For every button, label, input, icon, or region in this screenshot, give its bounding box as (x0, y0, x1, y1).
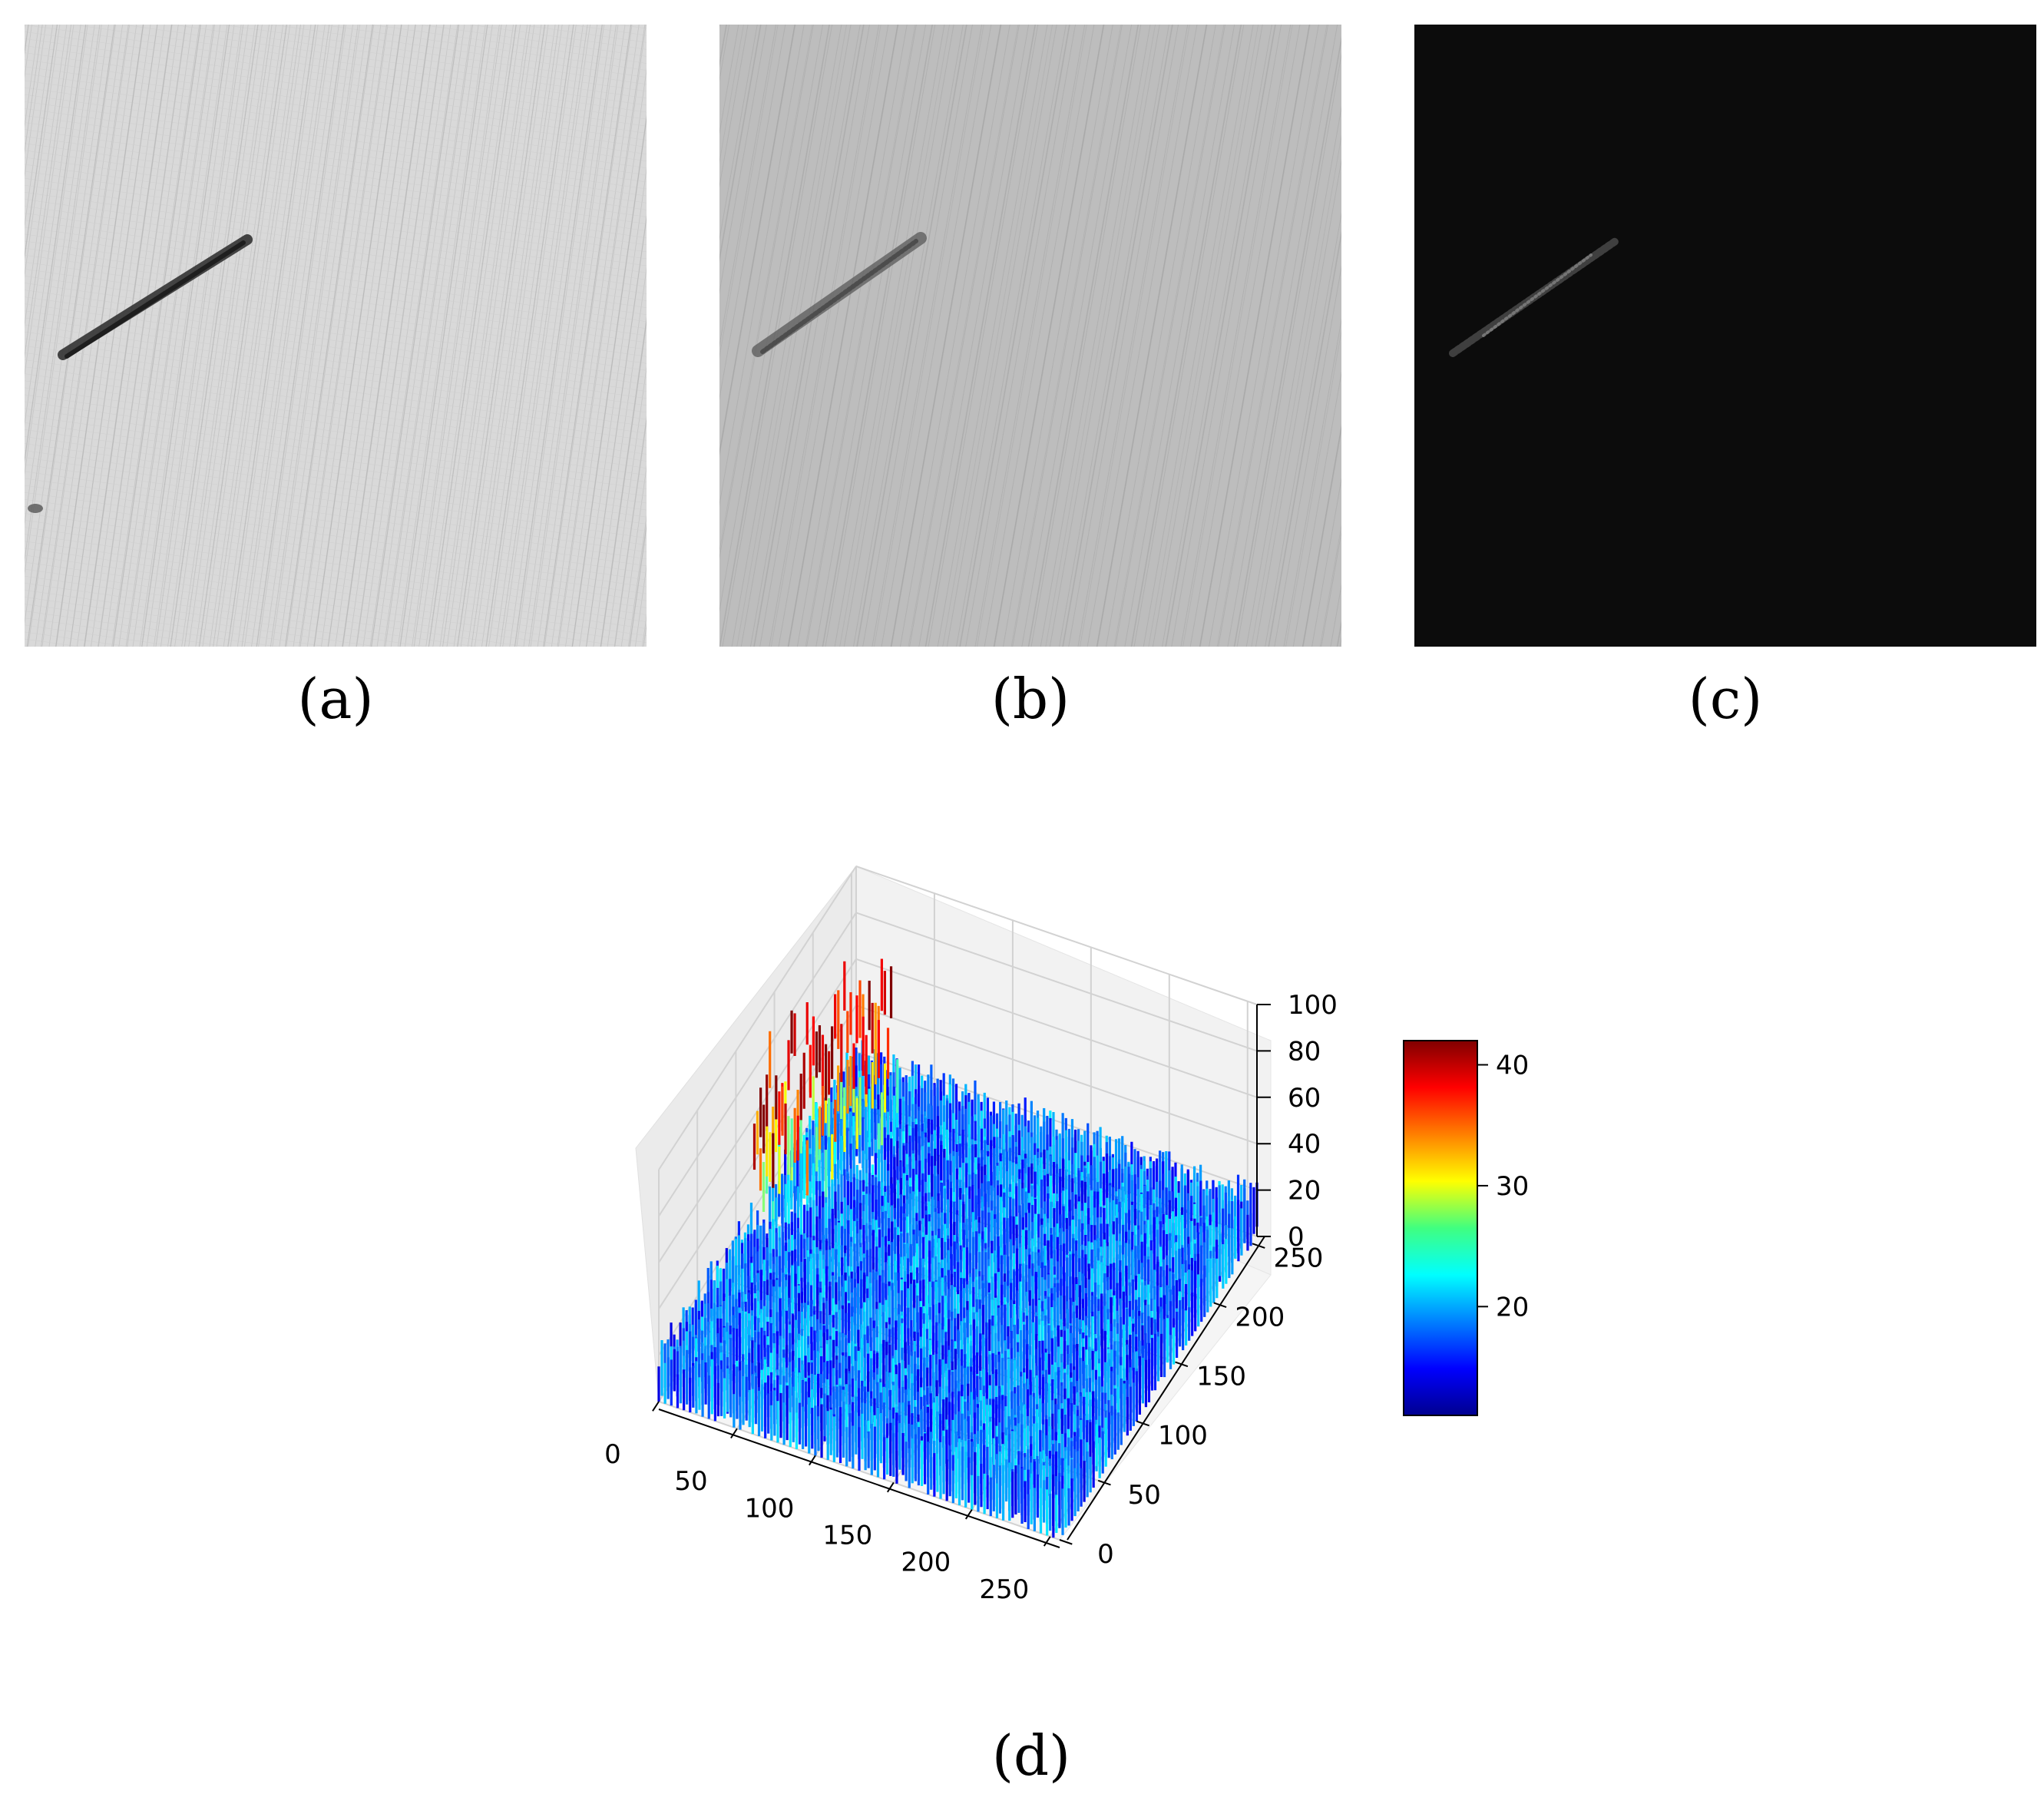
x-tick-mark (652, 1401, 660, 1412)
x-tick-label: 200 (901, 1547, 951, 1578)
colorbar-tick-label: 40 (1496, 1050, 1529, 1081)
x-tick-label: 50 (674, 1466, 707, 1497)
grid-line (855, 958, 1258, 1098)
z-tick-label: 0 (1288, 1222, 1305, 1253)
grid-line (658, 958, 857, 1263)
y-tick-label: 150 (1196, 1362, 1246, 1392)
x-tick-label: 100 (744, 1493, 794, 1524)
z-tick-label: 100 (1288, 990, 1338, 1021)
grid-line (855, 866, 1258, 1005)
fabric-image-filtered (719, 25, 1341, 647)
y-tick-label: 50 (1128, 1480, 1161, 1511)
colorbar-tick-label: 30 (1496, 1171, 1529, 1202)
x-tick-label: 0 (604, 1439, 621, 1470)
z-tick-label: 40 (1288, 1129, 1321, 1160)
colorbar (1403, 1040, 1478, 1416)
grid-line (658, 866, 857, 1170)
caption-a: (a) (297, 667, 374, 731)
fabric-image-difference (1414, 25, 2036, 647)
z-tick-label: 80 (1288, 1036, 1321, 1067)
caption-b: (b) (991, 667, 1070, 731)
x-tick-mark (809, 1455, 816, 1466)
y-tick-label: 250 (1274, 1243, 1324, 1273)
surface-data (657, 958, 1258, 1538)
y-tick-label: 200 (1235, 1302, 1285, 1332)
z-tick-label: 20 (1288, 1176, 1321, 1207)
caption-c: (c) (1688, 667, 1763, 731)
image-panel-b (719, 25, 1341, 647)
y-tick-label: 0 (1097, 1539, 1114, 1570)
surface-chart: 0501001502002500501001502002500204060801… (604, 865, 1529, 1605)
x-tick-label: 250 (979, 1574, 1029, 1605)
z-tick-label: 60 (1288, 1083, 1321, 1114)
x-axis-line (658, 1408, 1060, 1548)
y-tick-label: 100 (1158, 1421, 1208, 1451)
surface-chart-panel: 0 50 100 150 200 250 0 50 100 150 200 250 0 20 40 60 80 1… (599, 829, 1582, 1659)
grid-line (855, 1005, 1258, 1145)
caption-d: (d) (991, 1723, 1071, 1788)
x-tick-mark (1043, 1536, 1051, 1547)
grid-line (855, 1051, 1258, 1191)
y-axis-line (1067, 1236, 1265, 1541)
colorbar-tick-label: 20 (1496, 1292, 1529, 1322)
grid-line (658, 912, 857, 1216)
x-tick-label: 150 (822, 1520, 872, 1551)
y-tick-mark (1059, 1539, 1073, 1545)
colorbar-ticks: 20 30 40 (1477, 1050, 1529, 1322)
image-panel-c (1414, 25, 2036, 647)
image-panel-a (25, 25, 647, 647)
x-tick-mark (964, 1509, 973, 1520)
x-tick-mark (886, 1481, 895, 1493)
x-tick-mark (730, 1428, 738, 1439)
grid-line (855, 912, 1258, 1052)
axis-ticks: 0501001502002500501001502002500204060801… (604, 990, 1338, 1605)
fabric-image-original (25, 25, 647, 647)
